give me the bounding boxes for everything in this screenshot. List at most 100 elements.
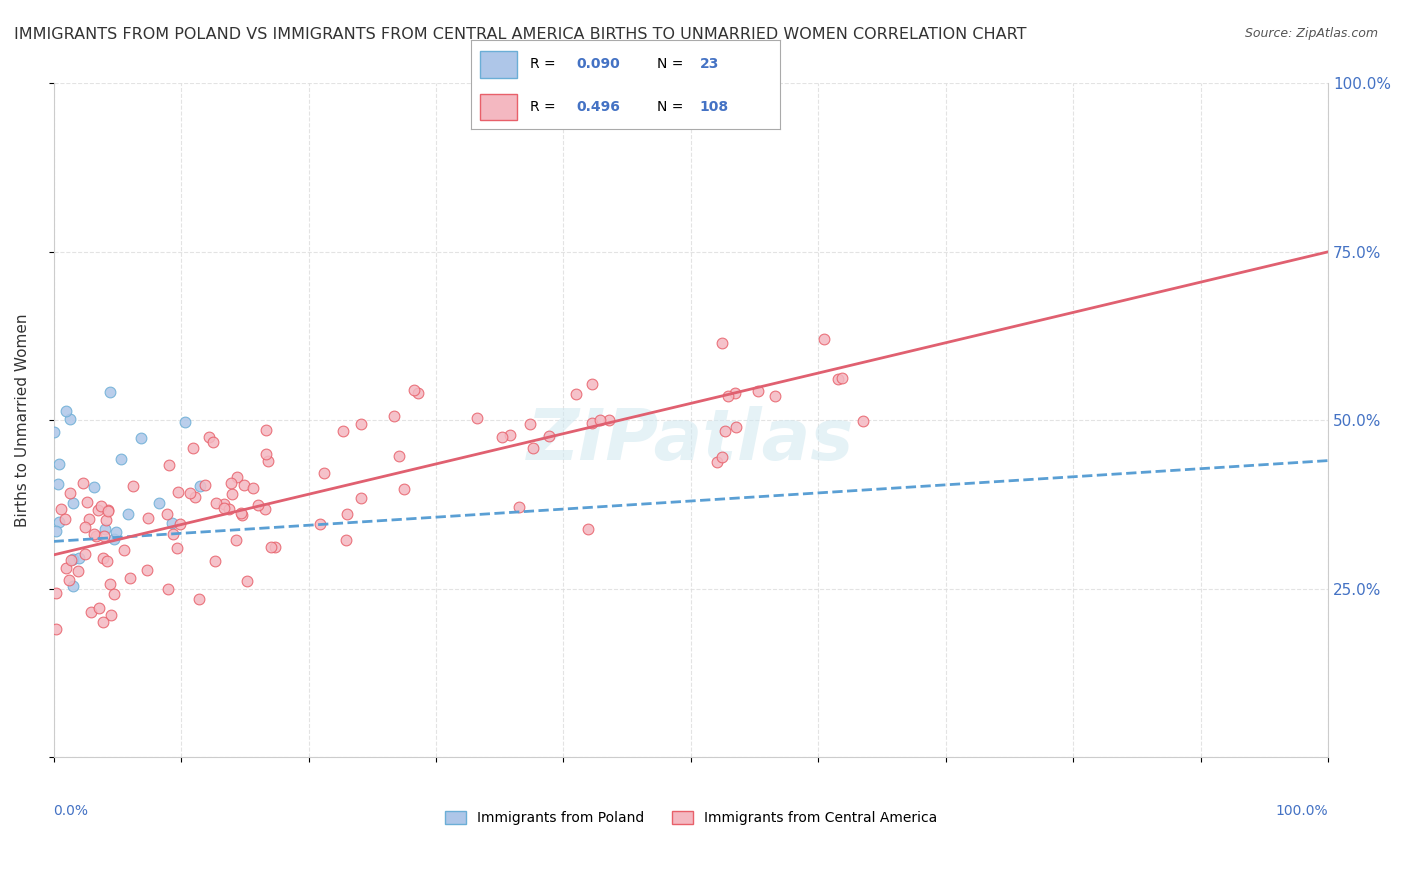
Point <box>173 415 195 429</box>
Point <box>53 511 76 525</box>
Point <box>589 413 612 427</box>
Point <box>392 483 415 497</box>
Point <box>724 386 747 401</box>
Point <box>763 389 786 403</box>
Point <box>831 371 853 385</box>
Point <box>162 526 184 541</box>
Point <box>253 502 276 516</box>
Point <box>73 520 96 534</box>
Point <box>408 386 430 401</box>
Point <box>45 585 67 599</box>
Point <box>538 429 561 443</box>
Point <box>254 447 277 461</box>
Point <box>117 507 139 521</box>
Point <box>711 450 734 464</box>
Legend: Immigrants from Poland, Immigrants from Central America: Immigrants from Poland, Immigrants from … <box>439 805 942 830</box>
Point <box>84 529 107 543</box>
Point <box>93 529 115 543</box>
Point <box>120 571 142 585</box>
Point <box>308 517 330 532</box>
Point <box>706 455 728 469</box>
Text: R =: R = <box>530 57 560 71</box>
Text: ZIPatlas: ZIPatlas <box>527 406 855 475</box>
Text: 108: 108 <box>700 100 730 114</box>
Point <box>256 454 278 468</box>
Point <box>97 504 120 518</box>
Point <box>236 574 259 588</box>
Point <box>76 494 98 508</box>
Point <box>103 532 125 546</box>
Point <box>79 512 101 526</box>
Point <box>86 502 108 516</box>
Point <box>242 481 264 495</box>
Point <box>522 441 544 455</box>
Point <box>83 526 105 541</box>
Point <box>166 541 188 556</box>
Text: 0.0%: 0.0% <box>53 804 89 818</box>
Point <box>188 479 211 493</box>
Point <box>157 458 180 473</box>
Point <box>49 502 72 516</box>
Point <box>717 389 740 403</box>
Point <box>48 458 70 472</box>
Point <box>67 551 90 566</box>
Point <box>581 416 603 430</box>
Point <box>62 579 84 593</box>
Point <box>225 533 247 548</box>
Point <box>229 507 252 521</box>
Point <box>254 424 277 438</box>
Point <box>221 487 243 501</box>
Point <box>212 497 235 511</box>
Text: R =: R = <box>530 100 560 114</box>
Point <box>598 412 620 426</box>
Point <box>827 372 849 386</box>
Point <box>59 412 82 426</box>
Text: 0.090: 0.090 <box>576 57 620 71</box>
Point <box>714 424 737 438</box>
Point <box>187 591 209 606</box>
Text: N =: N = <box>657 57 688 71</box>
Text: Source: ZipAtlas.com: Source: ZipAtlas.com <box>1244 27 1378 40</box>
Point <box>58 573 80 587</box>
Point <box>508 500 530 514</box>
Point <box>336 507 359 521</box>
Point <box>350 417 373 432</box>
Point <box>581 377 603 392</box>
Point <box>335 533 357 548</box>
Y-axis label: Births to Unmarried Women: Births to Unmarried Women <box>15 313 30 527</box>
Point <box>156 508 179 522</box>
Text: 100.0%: 100.0% <box>1275 804 1329 818</box>
Point <box>94 522 117 536</box>
Point <box>218 501 240 516</box>
Point <box>75 547 97 561</box>
Point <box>184 490 207 504</box>
Point <box>202 434 225 449</box>
Point <box>491 430 513 444</box>
Point <box>167 484 190 499</box>
Point <box>181 441 204 455</box>
Text: 0.496: 0.496 <box>576 100 620 114</box>
Point <box>233 478 256 492</box>
Point <box>813 332 835 346</box>
Point <box>204 553 226 567</box>
Point <box>129 431 152 445</box>
Point <box>312 467 335 481</box>
Point <box>59 485 82 500</box>
Point <box>136 563 159 577</box>
Point <box>55 561 77 575</box>
Text: N =: N = <box>657 100 688 114</box>
Point <box>350 491 373 505</box>
Point <box>103 587 125 601</box>
Point <box>45 524 67 538</box>
Point <box>96 554 118 568</box>
Point <box>83 480 105 494</box>
Point <box>204 495 226 509</box>
Point <box>80 605 103 619</box>
Point <box>226 470 249 484</box>
Point <box>246 499 269 513</box>
Point <box>94 513 117 527</box>
Point <box>231 508 253 522</box>
Text: IMMIGRANTS FROM POLAND VS IMMIGRANTS FROM CENTRAL AMERICA BIRTHS TO UNMARRIED WO: IMMIGRANTS FROM POLAND VS IMMIGRANTS FRO… <box>14 27 1026 42</box>
Point <box>160 516 183 530</box>
Point <box>59 553 82 567</box>
